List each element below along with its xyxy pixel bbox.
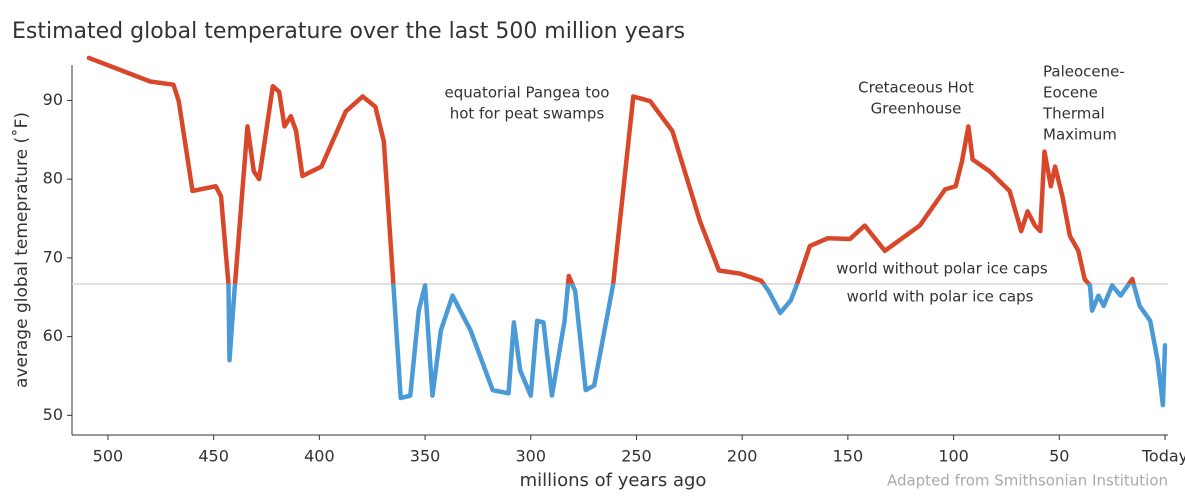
- x-tick-label: 150: [833, 447, 864, 466]
- annotation: Paleocene-: [1043, 63, 1125, 81]
- x-tick-label: 100: [938, 447, 969, 466]
- chart-title: Estimated global temperature over the la…: [12, 19, 685, 44]
- annotation: Thermal: [1042, 105, 1105, 123]
- x-tick-label: 200: [727, 447, 758, 466]
- annotation: hot for peat swamps: [450, 105, 605, 123]
- x-tick-label: 250: [621, 447, 652, 466]
- x-tick-label: 450: [198, 447, 229, 466]
- annotation: Eocene: [1043, 84, 1098, 102]
- x-tick-label: 50: [1049, 447, 1069, 466]
- annotation: world without polar ice caps: [836, 260, 1048, 278]
- x-tick-label: 350: [410, 447, 441, 466]
- y-axis-label: average global temeprature (˚F): [11, 112, 32, 388]
- y-tick-label: 50: [43, 405, 63, 424]
- y-tick-label: 90: [43, 90, 63, 109]
- y-tick-label: 80: [43, 169, 63, 188]
- annotation: Greenhouse: [871, 100, 962, 118]
- source: Adapted from Smithsonian Institution: [887, 472, 1168, 490]
- x-axis-label: millions of years ago: [520, 470, 707, 491]
- x-tick-label: 500: [93, 447, 124, 466]
- x-tick-label: 400: [304, 447, 335, 466]
- annotation: equatorial Pangea too: [445, 84, 610, 102]
- annotation: Cretaceous Hot: [858, 79, 974, 97]
- temperature-line: [226, 283, 1168, 408]
- annotation: Maximum: [1043, 126, 1117, 144]
- y-tick-label: 70: [43, 247, 63, 266]
- x-tick-label: Today: [1141, 447, 1185, 466]
- x-tick-label: 300: [515, 447, 546, 466]
- temperature-line: [86, 55, 1136, 284]
- y-tick-label: 60: [43, 326, 63, 345]
- annotation: world with polar ice caps: [847, 288, 1034, 306]
